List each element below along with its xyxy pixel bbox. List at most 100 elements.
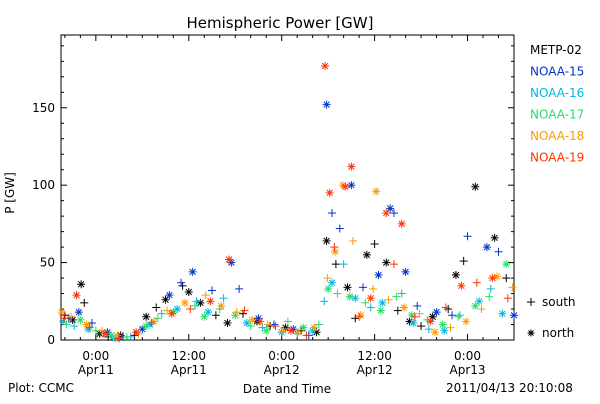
data-point bbox=[279, 326, 288, 335]
data-point bbox=[393, 306, 402, 315]
data-point bbox=[322, 100, 331, 109]
data-point bbox=[246, 322, 255, 331]
data-point bbox=[455, 311, 464, 320]
data-point bbox=[263, 320, 272, 329]
legend-entry: NOAA-18 bbox=[530, 129, 584, 143]
data-point bbox=[356, 311, 365, 320]
data-point bbox=[343, 283, 352, 292]
data-point bbox=[201, 291, 210, 300]
data-point bbox=[211, 311, 220, 320]
data-point bbox=[68, 315, 77, 324]
data-point bbox=[219, 294, 228, 303]
data-point bbox=[335, 224, 344, 233]
data-point bbox=[461, 317, 470, 326]
data-point bbox=[454, 312, 463, 321]
data-point bbox=[440, 326, 449, 335]
data-point bbox=[508, 283, 517, 292]
data-point bbox=[235, 284, 244, 293]
legend-entry: NOAA-16 bbox=[530, 86, 584, 100]
data-point bbox=[348, 236, 357, 245]
data-point bbox=[331, 247, 340, 256]
data-point bbox=[392, 292, 401, 301]
legend-entry: NOAA-17 bbox=[530, 108, 584, 122]
data-point bbox=[426, 317, 435, 326]
data-point bbox=[165, 291, 174, 300]
data-point bbox=[397, 289, 406, 298]
data-point bbox=[142, 322, 151, 331]
data-point bbox=[321, 61, 330, 70]
data-point bbox=[299, 323, 308, 332]
x-tick-time-label: 0:00 bbox=[82, 349, 109, 363]
data-point bbox=[331, 260, 340, 269]
data-point bbox=[347, 162, 356, 171]
data-point bbox=[351, 294, 360, 303]
data-point bbox=[472, 278, 481, 287]
data-point bbox=[283, 317, 292, 326]
data-point bbox=[240, 306, 249, 315]
data-point bbox=[163, 306, 172, 315]
axis-ticks: 0501001500:00Apr1112:00Apr110:00Apr1212:… bbox=[32, 35, 515, 377]
data-point bbox=[432, 308, 441, 317]
data-point bbox=[157, 309, 166, 318]
data-points bbox=[57, 61, 518, 343]
data-point bbox=[142, 312, 151, 321]
data-point bbox=[482, 243, 491, 252]
data-point bbox=[488, 274, 497, 283]
data-point bbox=[328, 278, 337, 287]
data-point bbox=[325, 188, 334, 197]
legend: METP-02 NOAA-15 NOAA-16 NOAA-17 NOAA-18 NOAA-… bbox=[527, 43, 584, 340]
x-tick-time-label: 0:00 bbox=[454, 349, 481, 363]
y-tick-label: 0 bbox=[47, 333, 55, 347]
y-axis-label: P [GW] bbox=[3, 172, 17, 214]
data-point bbox=[417, 322, 426, 331]
data-point bbox=[341, 182, 350, 191]
data-point bbox=[451, 270, 460, 279]
data-point bbox=[498, 309, 507, 318]
data-point bbox=[147, 318, 156, 327]
data-point bbox=[161, 295, 170, 304]
data-point bbox=[382, 258, 391, 267]
data-point bbox=[441, 303, 450, 312]
data-point bbox=[206, 297, 215, 306]
data-point bbox=[70, 322, 79, 331]
legend-entry: METP-02 bbox=[530, 43, 582, 57]
data-point bbox=[196, 298, 205, 307]
chart-title: Hemispheric Power [GW] bbox=[187, 14, 374, 32]
data-point bbox=[248, 315, 257, 324]
data-point bbox=[180, 298, 189, 307]
data-point bbox=[400, 303, 409, 312]
data-point bbox=[355, 312, 364, 321]
data-point bbox=[122, 332, 131, 341]
data-point bbox=[366, 294, 375, 303]
data-point bbox=[294, 328, 303, 337]
data-point bbox=[72, 291, 81, 300]
data-point bbox=[409, 318, 418, 327]
data-point bbox=[374, 270, 383, 279]
data-point bbox=[459, 257, 468, 266]
data-point bbox=[503, 294, 512, 303]
legend-marker-label: north bbox=[542, 326, 574, 340]
data-point bbox=[186, 305, 195, 314]
data-point bbox=[333, 289, 342, 298]
data-point bbox=[204, 308, 213, 317]
data-point bbox=[410, 312, 419, 321]
data-point bbox=[67, 312, 76, 321]
data-point bbox=[370, 240, 379, 249]
data-point bbox=[330, 243, 339, 252]
data-point bbox=[76, 315, 85, 324]
data-point bbox=[293, 329, 302, 338]
data-point bbox=[463, 232, 472, 241]
x-tick-date-label: Apr12 bbox=[357, 363, 393, 377]
data-point bbox=[87, 318, 96, 327]
data-point bbox=[328, 209, 337, 218]
data-point bbox=[57, 308, 66, 317]
data-point bbox=[314, 320, 323, 329]
data-point bbox=[223, 318, 232, 327]
y-tick-label: 100 bbox=[32, 178, 55, 192]
data-point bbox=[262, 326, 271, 335]
x-tick-date-label: Apr13 bbox=[450, 363, 486, 377]
data-point bbox=[366, 303, 375, 312]
data-point bbox=[271, 322, 280, 331]
data-point bbox=[510, 311, 518, 320]
data-point bbox=[322, 236, 331, 245]
